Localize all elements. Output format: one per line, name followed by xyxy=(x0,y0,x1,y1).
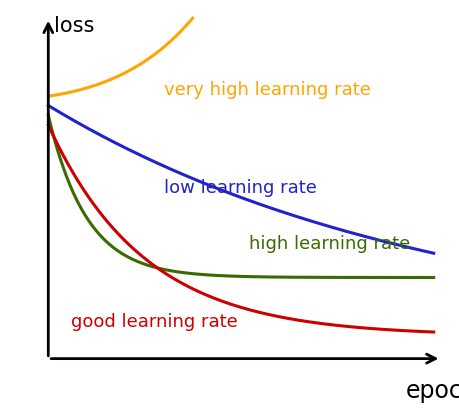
Text: good learning rate: good learning rate xyxy=(72,313,238,330)
Text: high learning rate: high learning rate xyxy=(249,235,410,253)
Text: epoch: epoch xyxy=(405,378,459,402)
Text: loss: loss xyxy=(54,16,95,36)
Text: very high learning rate: very high learning rate xyxy=(164,81,371,99)
Text: low learning rate: low learning rate xyxy=(164,178,317,196)
